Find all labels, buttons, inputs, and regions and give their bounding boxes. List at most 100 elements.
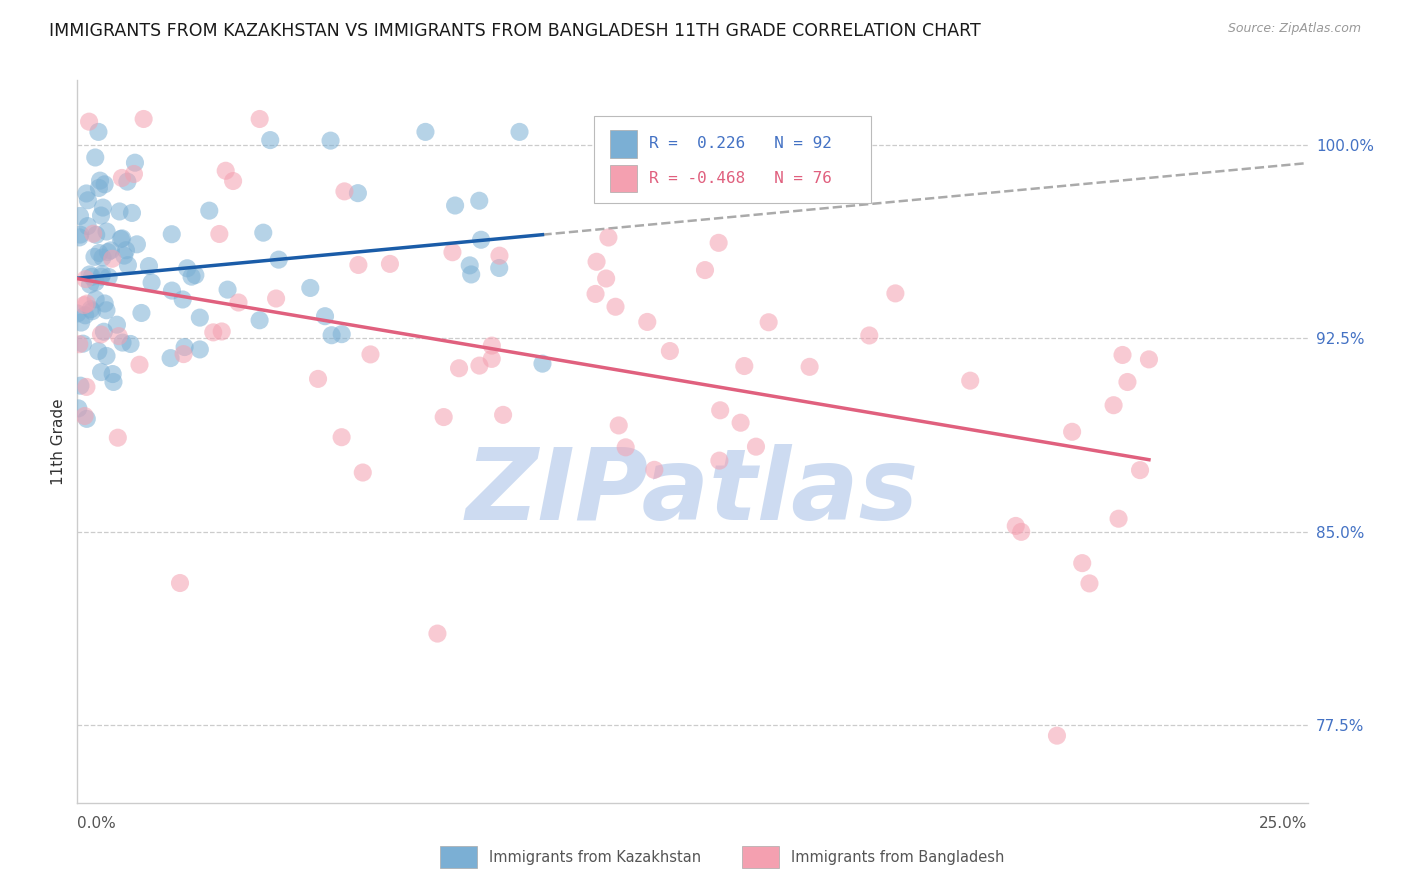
- Point: [180, 269, 202, 284]
- FancyBboxPatch shape: [742, 847, 779, 868]
- Point: [84, 227, 107, 242]
- Point: [96, 303, 118, 318]
- Point: [460, 268, 482, 282]
- Point: [508, 125, 530, 139]
- Point: [69, 230, 91, 244]
- Text: ZIPatlas: ZIPatlas: [465, 443, 920, 541]
- Point: [173, 347, 195, 361]
- FancyBboxPatch shape: [440, 847, 477, 868]
- Text: Immigrants from Bangladesh: Immigrants from Bangladesh: [792, 850, 1004, 865]
- Point: [90, 269, 112, 284]
- Point: [359, 347, 381, 361]
- Point: [228, 295, 250, 310]
- Point: [110, 232, 132, 246]
- Point: [159, 351, 181, 365]
- Point: [124, 155, 146, 169]
- Point: [264, 292, 287, 306]
- Point: [111, 170, 134, 185]
- Point: [73, 409, 96, 423]
- Point: [1010, 524, 1032, 539]
- Point: [307, 372, 329, 386]
- Point: [87, 125, 110, 139]
- Point: [101, 367, 124, 381]
- Point: [799, 359, 821, 374]
- Point: [347, 186, 370, 201]
- Point: [93, 296, 115, 310]
- Point: [184, 268, 207, 282]
- Y-axis label: 11th Grade: 11th Grade: [51, 398, 66, 485]
- FancyBboxPatch shape: [610, 165, 637, 193]
- Point: [492, 408, 515, 422]
- Point: [111, 231, 134, 245]
- Point: [91, 251, 114, 265]
- Point: [69, 227, 91, 242]
- Point: [82, 304, 104, 318]
- Point: [1046, 729, 1069, 743]
- Point: [658, 344, 681, 359]
- Point: [172, 293, 194, 307]
- Point: [90, 209, 112, 223]
- Point: [67, 401, 90, 416]
- Point: [733, 359, 755, 373]
- Point: [105, 318, 128, 332]
- Point: [75, 380, 97, 394]
- Point: [96, 225, 118, 239]
- Point: [169, 576, 191, 591]
- Point: [121, 206, 143, 220]
- Point: [447, 361, 470, 376]
- Point: [70, 316, 93, 330]
- Point: [138, 259, 160, 273]
- Point: [488, 249, 510, 263]
- Point: [122, 167, 145, 181]
- Point: [79, 277, 101, 292]
- Point: [90, 365, 112, 379]
- Point: [709, 453, 731, 467]
- Point: [319, 134, 342, 148]
- Point: [299, 281, 322, 295]
- Point: [470, 233, 492, 247]
- Text: IMMIGRANTS FROM KAZAKHSTAN VS IMMIGRANTS FROM BANGLADESH 11TH GRADE CORRELATION : IMMIGRANTS FROM KAZAKHSTAN VS IMMIGRANTS…: [49, 22, 981, 40]
- Text: 25.0%: 25.0%: [1260, 815, 1308, 830]
- Point: [77, 194, 100, 208]
- Point: [76, 412, 98, 426]
- Point: [758, 315, 780, 329]
- Point: [111, 335, 134, 350]
- Point: [531, 357, 554, 371]
- Point: [330, 430, 353, 444]
- Point: [160, 284, 183, 298]
- Point: [433, 410, 456, 425]
- Point: [112, 249, 135, 263]
- Point: [173, 340, 195, 354]
- Point: [83, 250, 105, 264]
- Point: [1071, 556, 1094, 570]
- Point: [444, 198, 467, 212]
- Point: [141, 276, 163, 290]
- Point: [132, 112, 155, 126]
- Point: [108, 204, 131, 219]
- Point: [100, 244, 122, 258]
- Point: [188, 310, 211, 325]
- Point: [75, 186, 97, 201]
- Point: [75, 272, 97, 286]
- Point: [97, 270, 120, 285]
- Point: [72, 336, 94, 351]
- Point: [67, 337, 90, 351]
- Point: [468, 359, 491, 373]
- Point: [66, 306, 89, 320]
- Point: [91, 267, 114, 281]
- Point: [1062, 425, 1084, 439]
- Point: [117, 258, 139, 272]
- Point: [709, 403, 731, 417]
- Point: [87, 181, 110, 195]
- Point: [211, 325, 233, 339]
- Point: [585, 254, 607, 268]
- FancyBboxPatch shape: [610, 130, 637, 158]
- Point: [352, 466, 374, 480]
- Point: [89, 174, 111, 188]
- Point: [93, 178, 115, 192]
- Text: Source: ZipAtlas.com: Source: ZipAtlas.com: [1227, 22, 1361, 36]
- Point: [76, 296, 98, 310]
- Point: [643, 463, 665, 477]
- Point: [614, 440, 637, 454]
- Text: R =  0.226   N = 92: R = 0.226 N = 92: [650, 136, 832, 152]
